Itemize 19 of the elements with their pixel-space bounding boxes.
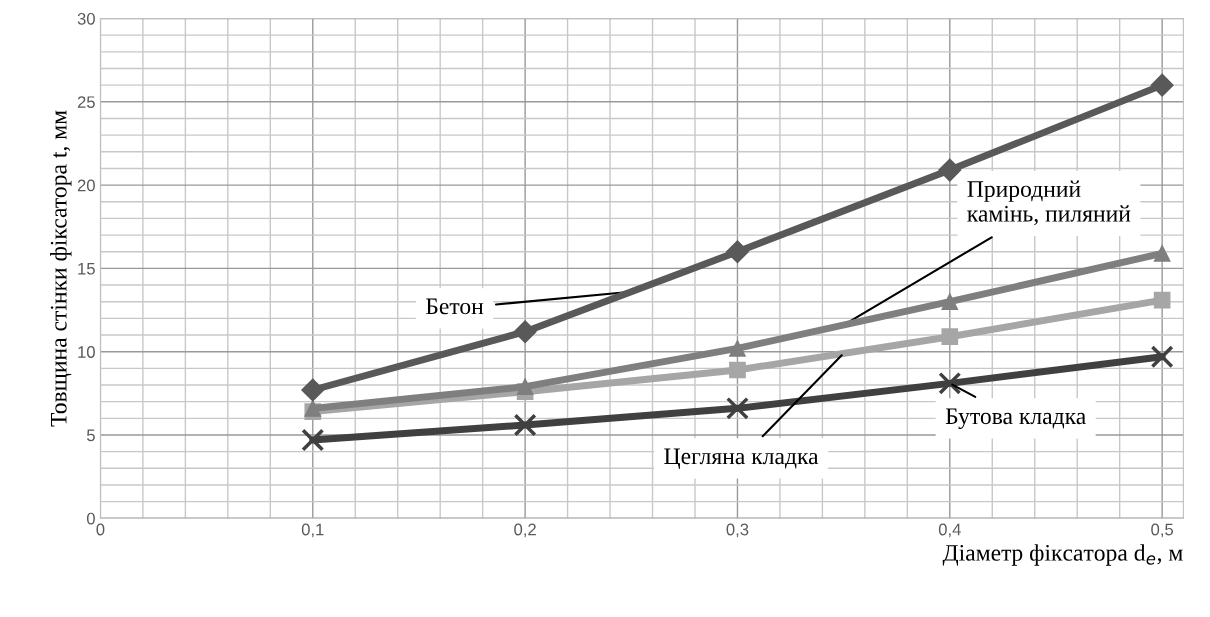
x-tick-label: 0 [96,523,105,536]
y-tick-label: 0 [86,512,95,525]
x-tick-label: 0,2 [514,523,536,538]
y-tick-label: 20 [77,179,95,192]
x-tick-label: 0,1 [301,523,324,538]
y-tick-label: 25 [77,96,95,109]
x-tick-label: 0,5 [1151,523,1174,538]
x-tick-label: 0,4 [938,523,961,538]
y-axis-title: Товщина стінки фіксатора t, мм [50,110,72,427]
y-tick-label: 15 [78,262,95,275]
series-label: Природний камінь, пиляний [967,180,1131,226]
y-tick-label: 5 [86,429,95,442]
y-tick-label: 30 [77,12,95,25]
x-axis-title: Діаметр фіксатора d$_{e}$, м [942,544,1183,566]
y-tick-label: 10 [78,346,95,358]
series-label: Бутова кладка [945,408,1086,430]
x-tick-label: 0,3 [726,523,749,538]
series-label: Бетон [425,298,484,315]
text: Цегляна кладка [664,448,819,470]
